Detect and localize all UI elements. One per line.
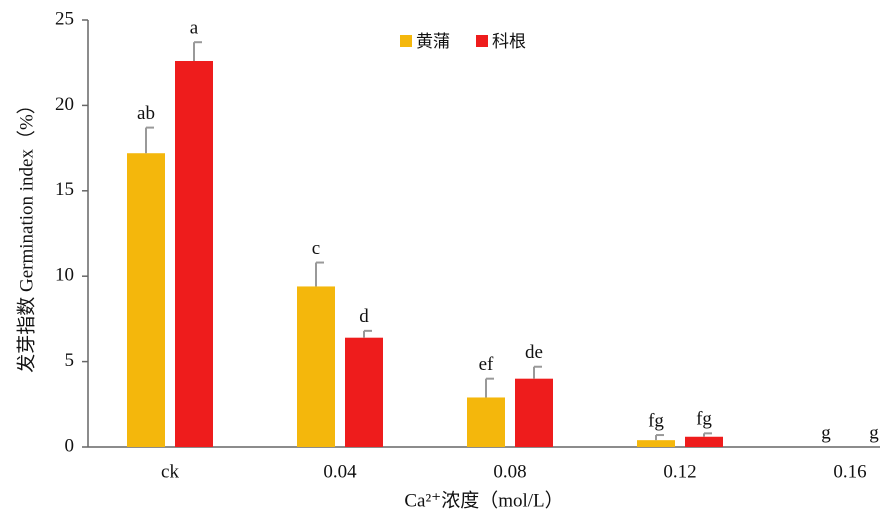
x-tick-label: 0.08 xyxy=(493,461,526,482)
significance-letter: de xyxy=(525,342,543,363)
y-tick-label: 15 xyxy=(55,179,74,200)
significance-letter: d xyxy=(359,306,369,327)
x-tick-label: 0.16 xyxy=(833,461,866,482)
bar xyxy=(127,153,165,447)
y-tick-label: 10 xyxy=(55,265,74,286)
significance-letter: ab xyxy=(137,103,155,124)
x-axis-label: Ca²⁺浓度（mol/L） xyxy=(404,489,563,511)
significance-letter: fg xyxy=(648,410,664,431)
y-tick-label: 25 xyxy=(55,8,74,29)
significance-letter: a xyxy=(190,18,199,39)
y-tick-label: 5 xyxy=(65,350,75,371)
y-tick-label: 20 xyxy=(55,94,74,115)
significance-letter: ef xyxy=(479,354,494,375)
y-tick-label: 0 xyxy=(65,435,75,456)
y-axis-label: 发芽指数 Germination index（%） xyxy=(15,95,37,373)
significance-letter: g xyxy=(821,422,831,443)
significance-letter: fg xyxy=(696,409,712,430)
bar xyxy=(467,397,505,447)
bar xyxy=(685,436,723,447)
x-tick-label: ck xyxy=(161,461,179,482)
bar xyxy=(515,378,553,447)
significance-letter: c xyxy=(312,238,320,259)
bar xyxy=(175,60,213,447)
legend-swatch xyxy=(476,35,488,47)
x-tick-label: 0.12 xyxy=(663,461,696,482)
bar xyxy=(297,286,335,447)
x-tick-label: 0.04 xyxy=(323,461,357,482)
legend-swatch xyxy=(400,35,412,47)
bar xyxy=(345,337,383,447)
bar xyxy=(637,440,675,447)
legend-label: 黄蒲 xyxy=(416,32,450,52)
significance-letter: g xyxy=(869,422,879,443)
legend-label: 科根 xyxy=(492,32,526,52)
